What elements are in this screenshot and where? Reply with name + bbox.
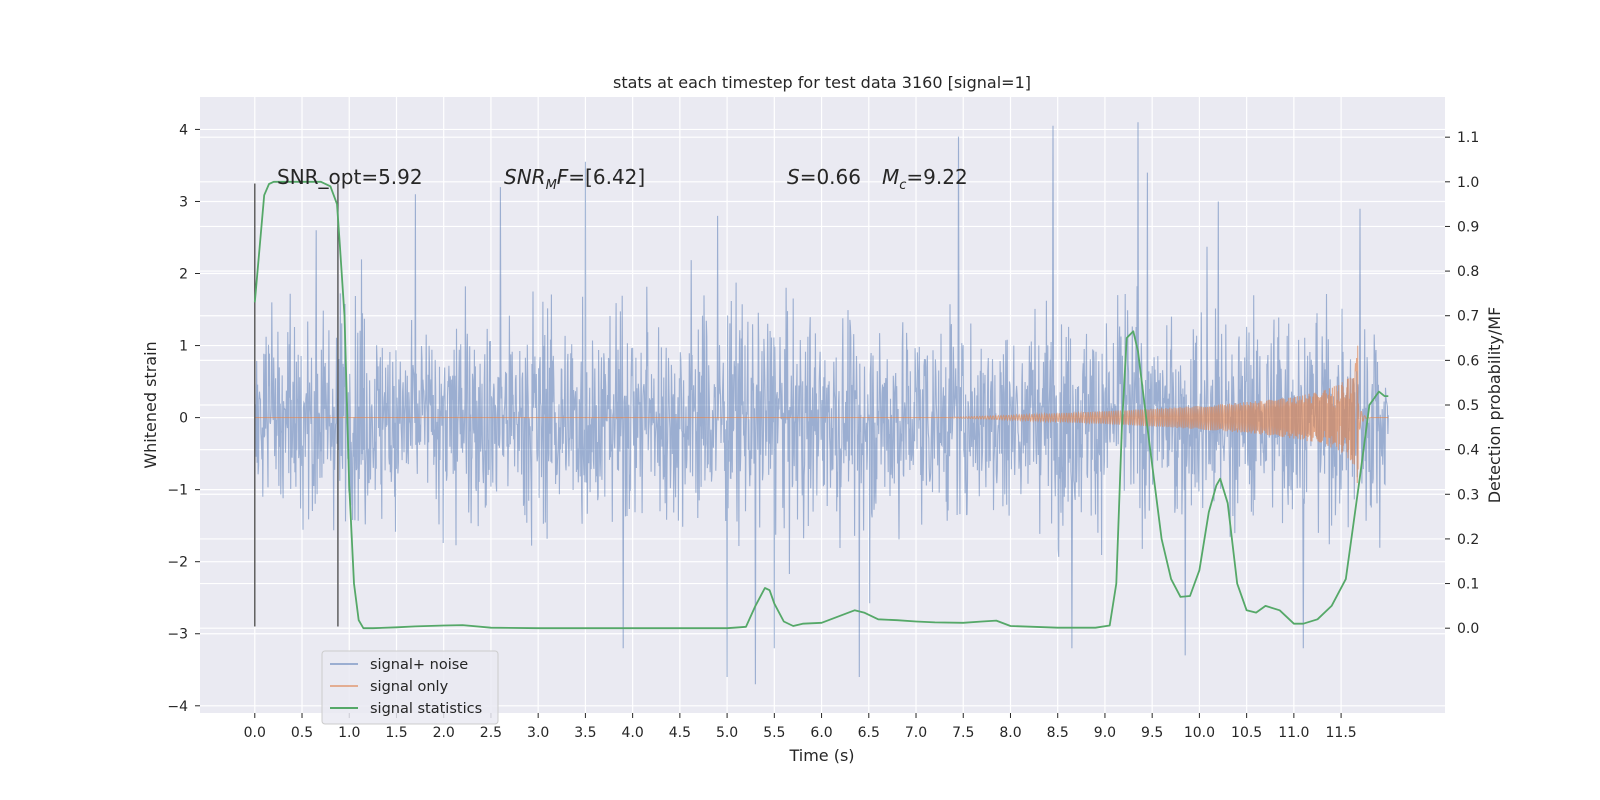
s-value: =0.66 — [800, 165, 861, 189]
x-tick-label: 1.5 — [385, 725, 407, 741]
y-tick-label: 4 — [179, 122, 188, 138]
signal-noise-line — [254, 122, 1389, 685]
x-tick-label: 3.0 — [527, 725, 549, 741]
series-signal-noise — [254, 122, 1389, 685]
y-right-tick-label: 0.0 — [1457, 621, 1479, 637]
annotation-s: S=0.66 — [787, 165, 861, 189]
series-signal-only — [254, 345, 1389, 484]
snr-mf-value: =[6.42] — [568, 165, 645, 189]
x-tick-label: 1.0 — [338, 725, 360, 741]
legend-box — [321, 650, 499, 725]
x-tick-label: 8.0 — [999, 725, 1021, 741]
y-right-tick-label: 0.3 — [1457, 487, 1479, 503]
x-tick-label: 6.5 — [858, 725, 880, 741]
x-tick-label: 0.5 — [291, 725, 313, 741]
x-tick-label: 2.5 — [480, 725, 502, 741]
snr-mf-tail: F — [557, 165, 569, 189]
snr-mf-sub: M — [546, 178, 557, 193]
y-right-tick-label: 1.1 — [1457, 130, 1479, 146]
y-right-tick-label: 1.0 — [1457, 175, 1479, 191]
x-tick-label: 6.0 — [810, 725, 832, 741]
y-right-tick-label: 0.9 — [1457, 219, 1479, 235]
s-label: S — [787, 165, 800, 189]
y-tick-label: 1 — [179, 339, 188, 355]
x-tick-label: 0.0 — [244, 725, 266, 741]
mc-sub: c — [899, 178, 906, 193]
x-tick-label: 7.5 — [952, 725, 974, 741]
signal-only-line — [254, 345, 1389, 484]
x-tick-label: 9.0 — [1094, 725, 1116, 741]
y-right-tick-label: 0.6 — [1457, 353, 1479, 369]
annotation-mc: Mc=9.22 — [882, 165, 968, 193]
legend-label-signal-only: signal only — [370, 679, 449, 695]
x-tick-label: 11.5 — [1326, 725, 1357, 741]
x-tick-label: 8.5 — [1047, 725, 1069, 741]
mc-label: M — [882, 165, 899, 189]
y-tick-label: 2 — [179, 267, 188, 283]
y-right-tick-label: 0.8 — [1457, 264, 1479, 280]
y-tick-label: −1 — [167, 483, 188, 499]
x-axis-label: Time (s) — [788, 746, 854, 765]
chart-title: stats at each timestep for test data 316… — [613, 73, 1031, 92]
y-right-tick-label: 0.1 — [1457, 577, 1479, 593]
x-tick-label: 5.5 — [763, 725, 785, 741]
axes: 0.0 0.5 1.0 1.5 2.0 2.5 3.0 3.5 4.0 4.5 5.0 5.5 6.0 6… — [167, 122, 1479, 741]
annotation-snr-mf: SNRMF=[6.42] — [504, 165, 645, 193]
y-right-tick-label: 0.5 — [1457, 398, 1479, 414]
x-tick-label: 2.0 — [433, 725, 455, 741]
y-tick-label: 0 — [179, 411, 188, 427]
legend-label-signal-noise: signal+ noise — [370, 657, 468, 673]
x-tick-label: 4.5 — [669, 725, 691, 741]
x-tick-label: 4.0 — [621, 725, 643, 741]
legend-label-signal-statistics: signal statistics — [370, 701, 482, 717]
x-tick-label: 10.5 — [1231, 725, 1262, 741]
annotation-snr-opt: SNR_opt=5.92 — [277, 165, 423, 189]
legend: signal+ noise signal only signal statist… — [321, 650, 499, 725]
y-tick-label: −4 — [167, 699, 188, 715]
y-right-tick-label: 0.4 — [1457, 443, 1479, 459]
y-right-tick-label: 0.2 — [1457, 532, 1479, 548]
snr-mf-main: SNR — [504, 165, 546, 189]
y-axis-right-label: Detection probability/MF — [1485, 307, 1504, 504]
series-signal-statistics — [253, 180, 1389, 630]
x-tick-label: 3.5 — [574, 725, 596, 741]
signal-statistics-line — [253, 180, 1389, 630]
y-tick-label: 3 — [179, 194, 188, 210]
y-tick-label: −3 — [167, 627, 188, 643]
x-tick-label: 11.0 — [1278, 725, 1309, 741]
x-tick-label: 9.5 — [1141, 725, 1163, 741]
vertical-lines — [254, 183, 339, 627]
x-tick-label: 5.0 — [716, 725, 738, 741]
x-tick-label: 10.0 — [1184, 725, 1215, 741]
y-right-tick-label: 0.7 — [1457, 309, 1479, 325]
annotations: SNR_opt=5.92 SNRMF=[6.42] S=0.66 Mc=9.22 — [277, 165, 968, 193]
y-tick-label: −2 — [167, 555, 188, 571]
mc-value: =9.22 — [906, 165, 967, 189]
y-axis-label: Whitened strain — [141, 341, 160, 468]
x-tick-label: 7.0 — [905, 725, 927, 741]
